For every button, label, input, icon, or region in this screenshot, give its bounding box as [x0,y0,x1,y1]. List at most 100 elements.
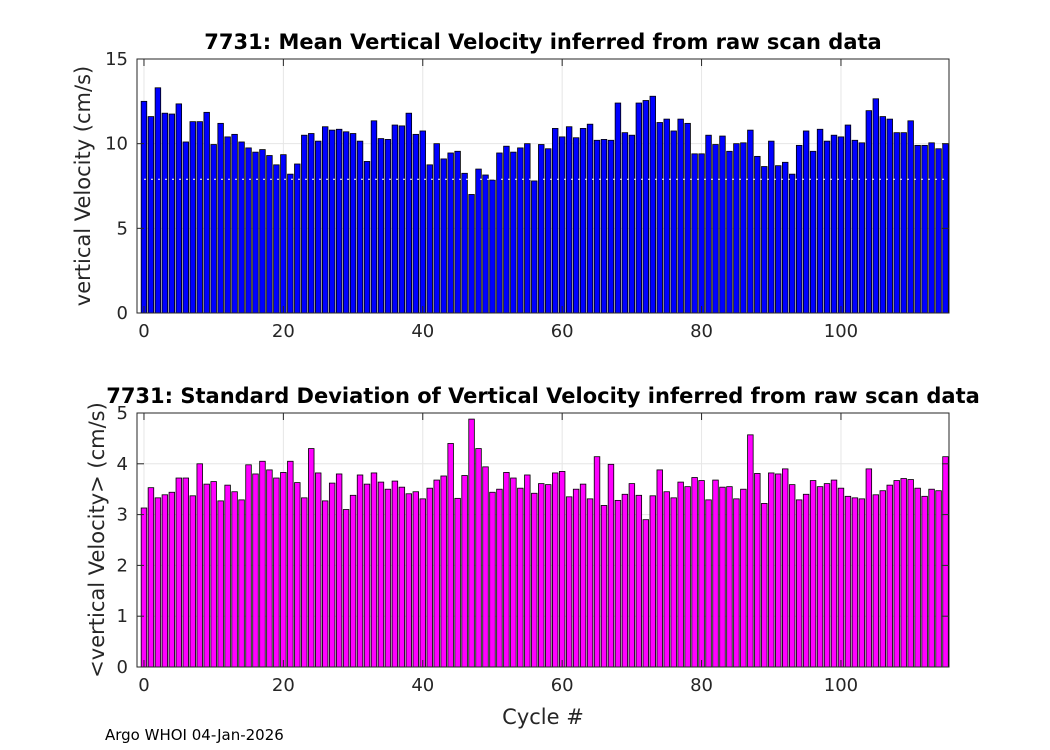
std-velocity-bar [363,483,371,668]
std-velocity-x-tick-label: 100 [824,675,858,696]
mean-velocity-bar [301,134,308,314]
mean-velocity-bar [496,152,503,314]
mean-velocity-bar [677,118,684,314]
std-velocity-bar [426,487,433,668]
mean-velocity-bar [398,125,406,314]
mean-velocity-bar [649,95,656,314]
std-velocity-bar [433,479,440,668]
std-velocity-bar [754,473,761,668]
mean-velocity-bar [482,174,489,314]
std-velocity-bar [830,479,838,668]
std-velocity-bar [816,486,824,668]
mean-velocity-bar [175,103,183,314]
mean-velocity-bar [782,161,789,314]
mean-velocity-y-tick-label: 0 [117,303,128,324]
std-velocity-bar [768,472,775,668]
std-velocity-bar [921,495,928,668]
std-velocity-bar [893,480,900,668]
std-velocity-bar [726,486,733,668]
mean-velocity-bar [719,135,726,314]
mean-velocity-bar [503,145,510,314]
mean-velocity-bar [698,153,705,314]
mean-velocity-bar [426,164,433,314]
mean-velocity-title: 7731: Mean Vertical Velocity inferred fr… [204,30,881,54]
mean-velocity-bar [189,121,196,314]
std-velocity-bar [231,491,238,668]
mean-velocity-bar [907,120,914,314]
mean-velocity-bar [384,139,392,314]
std-velocity-bar [851,497,859,668]
std-velocity-bar [419,498,426,668]
std-velocity-x-tick-label: 0 [138,675,149,696]
std-velocity-bar [398,486,406,668]
std-velocity-bar [775,473,782,668]
mean-velocity-bar [726,150,733,314]
mean-velocity-bar [928,142,935,314]
mean-velocity-x-tick-label: 20 [272,321,295,342]
std-velocity-bar [377,481,385,668]
std-velocity-bar [140,507,148,668]
mean-velocity-bar [321,126,329,314]
mean-velocity-bar [252,151,259,314]
mean-velocity-bar [196,121,203,314]
mean-velocity-bar [531,180,538,314]
mean-velocity-bar [900,132,907,314]
std-velocity-bar [628,483,636,668]
mean-velocity-bar [412,133,419,314]
std-velocity-bar [705,499,712,668]
std-velocity-bar [203,483,210,668]
std-velocity-bar [719,486,726,668]
std-velocity-bar [349,494,357,668]
mean-velocity-bar [851,139,859,314]
std-velocity-y-tick-label: 5 [117,403,128,424]
mean-velocity-bar [552,128,559,314]
std-velocity-bar [161,494,169,668]
footer-credit: Argo WHOI 04-Jan-2026 [105,726,284,744]
mean-velocity-bar [545,148,552,314]
std-velocity-bar [182,477,189,668]
mean-velocity-bar [830,134,838,314]
mean-velocity-bar [224,136,231,314]
mean-velocity-bar [475,168,482,314]
mean-velocity-bar [837,136,845,314]
std-velocity-bar [321,500,329,668]
mean-velocity-bar [565,126,573,314]
std-velocity-bar [942,456,949,668]
std-velocity-x-tick-label: 60 [551,675,574,696]
std-velocity-bar [328,482,336,668]
mean-velocity-bar [893,132,900,314]
std-velocity-bar [684,486,691,668]
mean-velocity-bar [356,140,364,314]
mean-velocity-bar [865,110,873,314]
mean-velocity-bar [614,102,622,314]
mean-velocity-bar [349,133,357,314]
std-velocity-bar [524,474,531,668]
std-velocity-bar [552,472,559,668]
mean-velocity-bar [579,128,587,314]
std-velocity-bar [252,473,259,668]
std-velocity-ticks: 0 20 40 60 80 100 0 1 2 3 4 5 [117,403,949,696]
std-velocity-bar [809,480,817,668]
std-velocity-x-tick-label: 80 [690,675,713,696]
std-velocity-bar [405,493,413,668]
std-velocity-x-tick-label: 40 [411,675,434,696]
std-velocity-bar [733,498,740,668]
std-velocity-bar [788,484,796,668]
std-velocity-bar [412,491,419,668]
std-velocity-bar [663,491,670,668]
std-velocity-bar [217,500,224,668]
mean-velocity-bar [593,139,601,314]
std-velocity-bar [635,494,643,668]
mean-velocity-bar [712,144,719,314]
std-velocity-y-tick-label: 3 [117,505,128,526]
std-velocity-bar [782,468,789,668]
std-velocity-bar [440,475,447,668]
std-velocity-bar [761,503,768,668]
std-velocity-bar [356,474,364,668]
mean-velocity-bar [740,142,747,314]
std-velocity-bar [154,497,162,668]
mean-velocity-bar [391,124,399,314]
mean-velocity-bar [691,153,698,314]
mean-velocity-bar [733,143,740,314]
mean-velocity-x-tick-label: 80 [690,321,713,342]
